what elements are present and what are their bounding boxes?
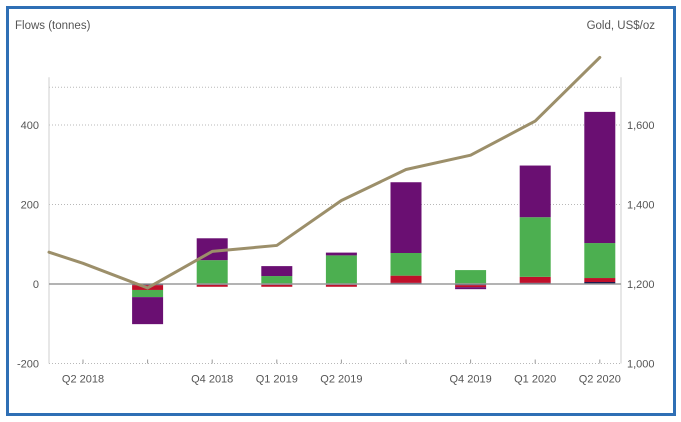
bar-segment: [325, 252, 357, 256]
bar-segment: [390, 275, 422, 283]
bar-segment: [584, 282, 616, 284]
bar-segment: [584, 278, 616, 283]
bar-segment: [261, 284, 293, 287]
x-tick-label: Q2 2020: [579, 374, 621, 386]
bar-segment: [132, 297, 164, 325]
right-tick-label: 1,400: [627, 200, 655, 212]
x-tick-label: Q4 2018: [191, 374, 233, 386]
bar-segment: [519, 165, 551, 218]
right-tick-label: 1,600: [627, 120, 655, 132]
x-tick-label: Q1 2020: [514, 374, 556, 386]
bar-segment: [390, 182, 422, 253]
bar-segment: [325, 255, 357, 284]
bar-segment: [261, 266, 293, 277]
bar-segment: [584, 243, 616, 279]
gold-price-line: [47, 55, 602, 290]
left-tick-label: -200: [17, 359, 39, 371]
bar-segment: [325, 284, 357, 287]
flows-chart: Flows (tonnes) Gold, US$/oz -200 0 200 400 1,0…: [15, 20, 656, 386]
bar-segment: [455, 270, 487, 284]
bar-segment: [519, 217, 551, 277]
right-axis-title: Gold, US$/oz: [587, 20, 656, 32]
x-tick-label: Q4 2019: [449, 374, 491, 386]
chart-frame: Flows (tonnes) Gold, US$/oz -200 0 200 400 1,0…: [6, 6, 676, 416]
bar-segment: [455, 287, 487, 290]
bar-segment: [261, 276, 293, 284]
x-tick-label: Q1 2019: [256, 374, 298, 386]
bar-segment: [390, 252, 422, 276]
left-axis-title: Flows (tonnes): [15, 20, 91, 32]
left-tick-label: 0: [33, 279, 39, 291]
bar-segment: [132, 289, 164, 298]
left-tick-label: 200: [21, 200, 39, 212]
bar-segment: [196, 260, 228, 284]
bar-segment: [519, 276, 551, 283]
bar-segment: [584, 111, 616, 244]
right-tick-label: 1,000: [627, 359, 655, 371]
bar-segment: [196, 284, 228, 287]
left-tick-label: 400: [21, 120, 39, 132]
bar-segment: [455, 285, 487, 288]
x-tick-label: Q2 2019: [320, 374, 362, 386]
x-tick-label: Q2 2018: [62, 374, 104, 386]
right-tick-label: 1,200: [627, 279, 655, 291]
